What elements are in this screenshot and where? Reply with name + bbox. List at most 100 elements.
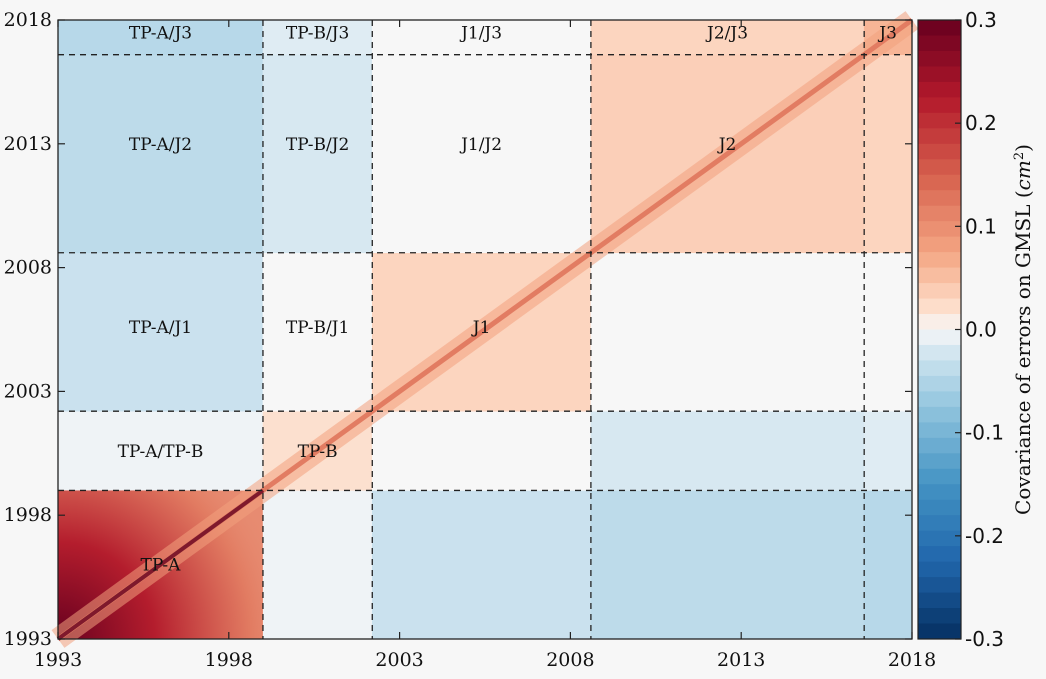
colorbar-band bbox=[918, 546, 961, 563]
heatmap-region bbox=[590, 19, 865, 55]
x-tick-label: 2018 bbox=[888, 649, 936, 671]
colorbar-band bbox=[918, 298, 961, 315]
colorbar-band bbox=[918, 252, 961, 269]
region-label: TP-A/TP-B bbox=[118, 442, 204, 462]
colorbar-tick-label: 0.2 bbox=[965, 111, 997, 135]
x-tick-label: 2008 bbox=[546, 649, 594, 671]
region-label: TP-A/J1 bbox=[129, 318, 192, 338]
heatmap-region bbox=[590, 252, 865, 412]
colorbar-band bbox=[918, 515, 961, 532]
colorbar-band bbox=[918, 344, 961, 361]
region-label: TP-B bbox=[298, 442, 338, 462]
colorbar-band bbox=[918, 577, 961, 594]
colorbar-band bbox=[918, 190, 961, 207]
colorbar-band bbox=[918, 35, 961, 52]
colorbar-band bbox=[918, 283, 961, 300]
colorbar-band bbox=[918, 375, 961, 392]
y-tick-label: 1993 bbox=[4, 628, 52, 650]
colorbar-tick-label: -0.1 bbox=[965, 421, 1004, 445]
region-label: J2/J3 bbox=[705, 23, 748, 43]
heatmap-region bbox=[372, 410, 592, 491]
colorbar-band bbox=[918, 205, 961, 222]
colorbar-band bbox=[918, 437, 961, 454]
heatmap-region bbox=[262, 19, 373, 55]
heatmap-region bbox=[863, 54, 913, 253]
y-tick-label: 2003 bbox=[4, 380, 52, 402]
region-label: TP-A bbox=[141, 556, 182, 576]
plot-frame bbox=[57, 19, 913, 640]
colorbar-tick-label: 0.3 bbox=[965, 8, 997, 32]
colorbar-band bbox=[918, 484, 961, 501]
colorbar-band bbox=[918, 112, 961, 129]
colorbar-band bbox=[918, 623, 961, 640]
colorbar-band bbox=[918, 221, 961, 238]
y-axis-ticks: 1993 1998 2003 2008 2013 2018 bbox=[4, 9, 912, 650]
colorbar-band bbox=[918, 97, 961, 114]
colorbar-band bbox=[918, 174, 961, 191]
colorbar-band bbox=[918, 608, 961, 625]
colorbar-band bbox=[918, 406, 961, 423]
heatmap-region bbox=[262, 490, 373, 640]
heatmap-region bbox=[57, 54, 264, 253]
region-label: TP-A/J3 bbox=[129, 23, 192, 43]
colorbar-band bbox=[918, 66, 961, 83]
colorbar-band bbox=[918, 391, 961, 408]
region-label: J1/J2 bbox=[459, 135, 502, 155]
heatmap-region bbox=[863, 252, 913, 412]
region-label: J1/J3 bbox=[459, 23, 502, 43]
colorbar-band bbox=[918, 468, 961, 485]
region-label: J2 bbox=[717, 135, 737, 155]
colorbar-band bbox=[918, 50, 961, 67]
heatmap-region bbox=[863, 490, 913, 640]
heatmap-region bbox=[262, 252, 373, 412]
x-tick-label: 1993 bbox=[34, 649, 82, 671]
x-tick-label: 2013 bbox=[717, 649, 765, 671]
heatmap-region bbox=[590, 490, 865, 640]
mission-boundaries bbox=[58, 20, 912, 639]
colorbar-band bbox=[918, 20, 961, 36]
colorbar-tick-label: 0.0 bbox=[965, 318, 997, 342]
colorbar: 0.3 0.2 0.1 0.0 -0.1 -0.2 -0.3 bbox=[917, 8, 1004, 651]
diagonal-band bbox=[51, 11, 919, 648]
y-tick-label: 2008 bbox=[4, 257, 52, 279]
region-label: J3 bbox=[877, 23, 897, 43]
region-label: TP-A/J2 bbox=[129, 135, 192, 155]
x-tick-label: 2003 bbox=[375, 649, 423, 671]
x-axis-ticks: 1993 1998 2003 2008 2013 2018 bbox=[34, 20, 936, 671]
y-tick-label: 1998 bbox=[4, 504, 52, 526]
colorbar-band bbox=[918, 236, 961, 253]
colorbar-title: Covariance of errors on GMSL (cm2) bbox=[1011, 144, 1035, 515]
region-label: J1 bbox=[471, 318, 491, 338]
y-tick-label: 2013 bbox=[4, 133, 52, 155]
colorbar-band bbox=[918, 267, 961, 284]
colorbar-band bbox=[918, 360, 961, 377]
colorbar-band bbox=[918, 81, 961, 98]
heatmap-region bbox=[372, 490, 592, 640]
heatmap-region bbox=[372, 19, 592, 55]
region-labels: TP-A/J3 TP-B/J3 J1/J3 J2/J3 J3 TP-A/J2 TP-B/J2… bbox=[118, 23, 897, 575]
colorbar-band bbox=[918, 159, 961, 176]
region-label: TP-B/J2 bbox=[286, 135, 349, 155]
colorbar-band bbox=[918, 314, 961, 330]
y-tick-label: 2018 bbox=[4, 9, 52, 31]
colorbar-band bbox=[918, 453, 961, 470]
colorbar-band bbox=[918, 530, 961, 547]
colorbar-band bbox=[918, 143, 961, 160]
colorbar-band bbox=[918, 422, 961, 439]
region-label: TP-B/J3 bbox=[286, 23, 349, 43]
colorbar-band bbox=[918, 592, 961, 609]
colorbar-tick-label: -0.3 bbox=[965, 627, 1004, 651]
heatmap-region bbox=[372, 54, 592, 253]
heatmap-region bbox=[863, 410, 913, 491]
region-label: TP-B/J1 bbox=[286, 318, 349, 338]
heatmap-region bbox=[590, 410, 865, 491]
x-tick-label: 1998 bbox=[205, 649, 253, 671]
colorbar-tick-label: 0.1 bbox=[965, 214, 997, 238]
heatmap-region bbox=[57, 410, 264, 491]
colorbar-tick-label: -0.2 bbox=[965, 524, 1004, 548]
diagonal-peak bbox=[56, 488, 265, 641]
heatmap-cells bbox=[57, 19, 913, 640]
colorbar-band bbox=[918, 499, 961, 516]
colorbar-band bbox=[918, 329, 961, 346]
